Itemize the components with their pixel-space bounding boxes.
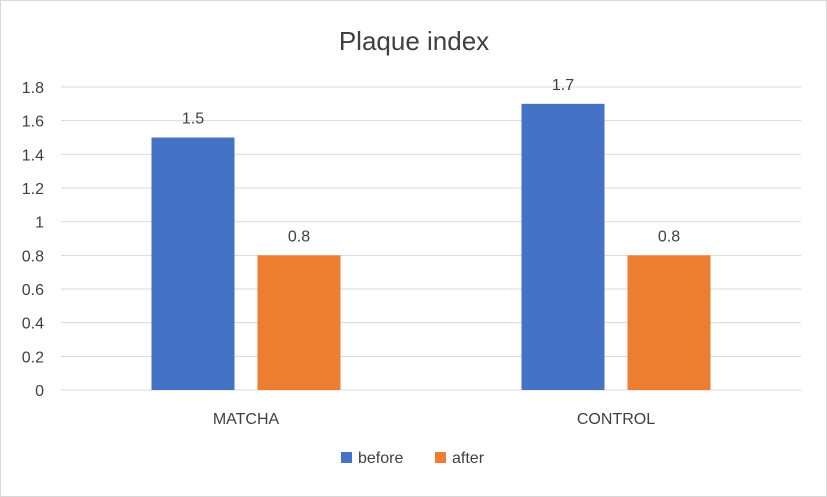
y-tick-label: 1.2 — [22, 181, 44, 198]
legend-label-after: after — [452, 450, 485, 467]
chart-title: Plaque index — [339, 26, 489, 56]
y-tick-label: 0.8 — [22, 248, 44, 265]
category-label: CONTROL — [577, 411, 655, 428]
y-tick-label: 1.8 — [22, 80, 44, 97]
legend-swatch-after — [435, 452, 446, 463]
y-tick-label: 0.2 — [22, 349, 44, 366]
y-tick-label: 1 — [35, 215, 44, 232]
y-tick-label: 0.4 — [22, 316, 44, 333]
bars — [151, 103, 711, 390]
data-label: 0.8 — [658, 228, 680, 245]
data-label: 1.5 — [182, 111, 204, 128]
y-axis-ticks: 0 0.2 0.4 0.6 0.8 1 1.2 1.4 1.6 1.8 — [22, 80, 44, 400]
data-label: 1.7 — [552, 77, 574, 94]
category-label: MATCHA — [213, 411, 280, 428]
x-axis-categories: MATCHA CONTROL — [213, 411, 655, 428]
bar-after-control — [627, 255, 711, 390]
data-label: 0.8 — [288, 228, 310, 245]
data-labels: 1.5 0.8 1.7 0.8 — [182, 77, 680, 245]
bar-before-control — [521, 103, 605, 390]
y-tick-label: 0 — [35, 383, 44, 400]
legend-swatch-before — [341, 452, 352, 463]
y-tick-label: 0.6 — [22, 282, 44, 299]
bar-after-matcha — [257, 255, 341, 390]
legend-label-before: before — [358, 450, 403, 467]
y-tick-label: 1.6 — [22, 114, 44, 131]
y-tick-label: 1.4 — [22, 147, 44, 164]
bar-before-matcha — [151, 137, 235, 390]
legend: before after — [341, 450, 485, 467]
